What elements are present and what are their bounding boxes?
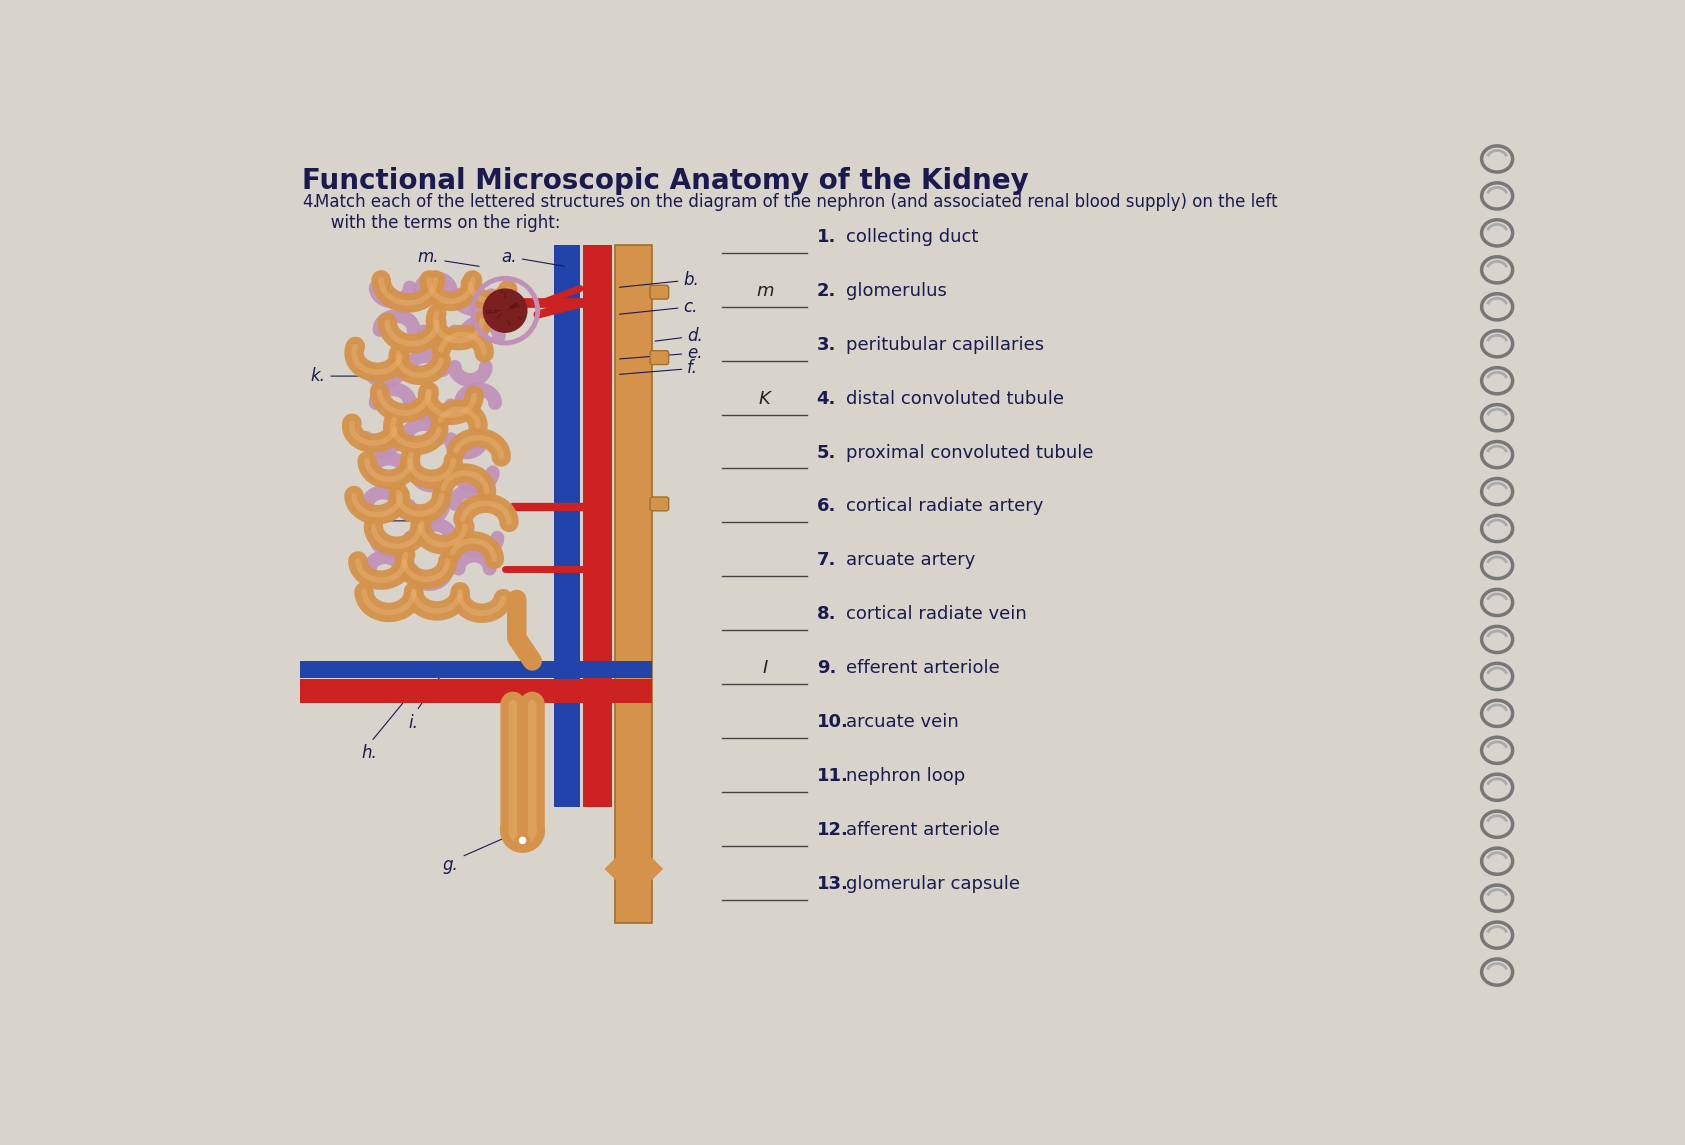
Text: proximal convoluted tubule: proximal convoluted tubule [846, 443, 1094, 461]
Text: cortical radiate artery: cortical radiate artery [846, 497, 1043, 515]
Text: 1.: 1. [817, 228, 836, 246]
Text: efferent arteriole: efferent arteriole [846, 660, 999, 677]
Text: l.: l. [386, 278, 425, 302]
Text: collecting duct: collecting duct [846, 228, 979, 246]
Text: 7.: 7. [817, 552, 836, 569]
FancyBboxPatch shape [554, 245, 580, 807]
Text: i.: i. [408, 663, 450, 732]
Circle shape [516, 834, 529, 847]
FancyBboxPatch shape [650, 497, 669, 511]
Text: 13.: 13. [817, 875, 849, 893]
Text: afferent arteriole: afferent arteriole [846, 821, 999, 839]
Text: 9.: 9. [817, 660, 836, 677]
Circle shape [484, 289, 527, 332]
Text: f.: f. [620, 360, 698, 378]
FancyBboxPatch shape [615, 245, 652, 923]
Text: g.: g. [443, 836, 511, 874]
Text: 6.: 6. [817, 497, 836, 515]
Text: nephron loop: nephron loop [846, 767, 966, 785]
FancyBboxPatch shape [650, 285, 669, 299]
Text: 12.: 12. [817, 821, 849, 839]
Text: I: I [762, 660, 767, 677]
Text: glomerulus: glomerulus [846, 282, 947, 300]
FancyBboxPatch shape [300, 661, 652, 678]
Text: 10.: 10. [817, 713, 849, 731]
Text: Match each of the lettered structures on the diagram of the nephron (and associa: Match each of the lettered structures on… [315, 192, 1277, 231]
FancyBboxPatch shape [650, 350, 669, 364]
Text: e.: e. [620, 344, 703, 362]
Text: 3.: 3. [817, 335, 836, 354]
Text: 4.: 4. [817, 389, 836, 408]
Text: distal convoluted tubule: distal convoluted tubule [846, 389, 1065, 408]
Text: peritubular capillaries: peritubular capillaries [846, 335, 1045, 354]
Text: j.: j. [369, 512, 416, 530]
Text: 11.: 11. [817, 767, 849, 785]
Text: c.: c. [620, 298, 698, 316]
Text: m.: m. [418, 247, 479, 267]
Text: 8.: 8. [817, 606, 836, 623]
FancyBboxPatch shape [300, 679, 652, 703]
Text: arcuate vein: arcuate vein [846, 713, 959, 731]
Text: m: m [757, 282, 773, 300]
Text: k.: k. [310, 368, 362, 385]
Circle shape [519, 837, 526, 844]
Text: arcuate artery: arcuate artery [846, 552, 976, 569]
Text: glomerular capsule: glomerular capsule [846, 875, 1019, 893]
Text: d.: d. [655, 327, 703, 345]
Text: b.: b. [620, 271, 699, 289]
Text: 2.: 2. [817, 282, 836, 300]
Text: K: K [758, 389, 770, 408]
Text: cortical radiate vein: cortical radiate vein [846, 606, 1026, 623]
Text: 5.: 5. [817, 443, 836, 461]
FancyBboxPatch shape [583, 245, 612, 807]
Text: h.: h. [362, 694, 411, 763]
Text: 4.: 4. [302, 192, 318, 211]
Text: a.: a. [500, 247, 564, 267]
Text: Functional Microscopic Anatomy of the Kidney: Functional Microscopic Anatomy of the Ki… [302, 167, 1030, 195]
